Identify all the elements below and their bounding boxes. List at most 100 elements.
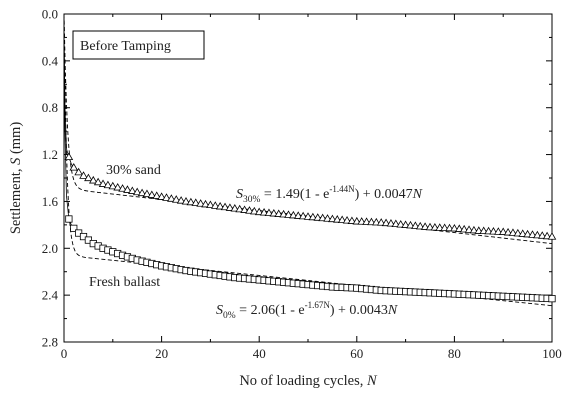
- triangle-marker: [230, 204, 240, 212]
- y-tick-label: 1.6: [42, 194, 59, 209]
- eq-sand-var: N: [412, 187, 423, 202]
- triangle-marker: [533, 230, 542, 239]
- triangle-marker: [518, 229, 528, 237]
- eq-ballast-tail: ) + 0.0043: [330, 303, 388, 318]
- eq-ballast-var: N: [387, 303, 398, 318]
- x-axis-title-var: N: [366, 373, 378, 389]
- y-axis-title-unit: (mm): [8, 122, 24, 158]
- triangle-marker: [508, 228, 518, 236]
- triangle-marker: [132, 187, 142, 196]
- triangle-marker: [401, 220, 410, 228]
- eq-ballast-body: = 2.06(1 - e: [236, 303, 305, 318]
- square-marker: [70, 224, 78, 232]
- triangle-marker: [528, 230, 537, 238]
- triangle-marker: [523, 229, 532, 238]
- triangle-marker: [445, 223, 454, 232]
- triangle-marker: [420, 222, 430, 230]
- triangle-marker: [69, 163, 79, 171]
- triangle-marker: [284, 210, 293, 218]
- triangle-marker: [210, 201, 220, 209]
- triangle-marker: [435, 223, 445, 231]
- x-axis-title: No of loading cycles, N: [239, 373, 378, 389]
- eq-ballast-subscript: 0%: [223, 311, 236, 321]
- triangle-marker: [79, 171, 88, 179]
- triangle-marker: [484, 226, 493, 235]
- triangle-marker: [167, 194, 176, 202]
- square-marker: [548, 295, 556, 303]
- triangle-marker: [88, 175, 98, 184]
- triangle-marker: [142, 189, 152, 198]
- triangle-marker: [425, 222, 435, 231]
- triangle-marker: [498, 227, 508, 235]
- triangle-marker: [181, 197, 191, 205]
- x-tick-label: 80: [448, 346, 461, 361]
- triangle-marker: [362, 217, 371, 225]
- triangle-marker: [547, 232, 557, 240]
- triangle-marker: [318, 213, 327, 222]
- triangle-marker: [191, 198, 201, 206]
- y-tick-label: 2.4: [42, 288, 59, 303]
- triangle-marker: [313, 213, 323, 221]
- triangle-marker: [113, 182, 122, 191]
- triangle-marker: [279, 209, 288, 218]
- x-tick-label: 40: [253, 346, 266, 361]
- triangle-marker: [298, 211, 308, 220]
- triangle-marker: [103, 180, 113, 189]
- x-tick-label: 20: [155, 346, 168, 361]
- eq-sand-exponent: -1.44N: [329, 184, 355, 194]
- triangle-marker: [118, 184, 127, 192]
- triangle-marker: [494, 227, 503, 235]
- triangle-marker: [84, 173, 93, 182]
- x-tick-label: 100: [542, 346, 562, 361]
- triangle-marker: [108, 181, 118, 190]
- triangle-marker: [128, 186, 137, 194]
- y-axis-title-text: Settlement,: [8, 165, 24, 234]
- triangle-marker: [542, 231, 552, 240]
- triangle-marker: [450, 223, 459, 232]
- triangle-marker: [342, 215, 352, 224]
- triangle-marker: [337, 215, 347, 224]
- triangle-marker: [459, 224, 469, 233]
- y-tick-label: 2.8: [42, 335, 58, 350]
- sand-series-label: 30% sand: [106, 163, 161, 178]
- triangle-marker: [93, 177, 103, 186]
- triangle-marker: [186, 197, 196, 206]
- triangle-marker: [220, 202, 230, 211]
- x-axis-title-text: No of loading cycles,: [239, 373, 367, 389]
- triangle-marker: [347, 216, 357, 224]
- triangle-marker: [235, 204, 244, 213]
- x-tick-label: 0: [61, 346, 68, 361]
- triangle-marker: [303, 212, 313, 220]
- triangle-marker: [430, 223, 440, 231]
- triangle-marker: [440, 223, 449, 232]
- before-tamping-label: Before Tamping: [80, 39, 171, 54]
- y-tick-label: 0.4: [42, 53, 59, 68]
- triangle-marker: [201, 199, 210, 208]
- eq-ballast-symbol: S: [216, 303, 223, 318]
- triangle-marker: [489, 227, 498, 235]
- triangle-marker: [74, 167, 83, 176]
- triangle-marker: [269, 208, 279, 217]
- triangle-marker: [171, 195, 181, 203]
- ballast-fit-equation: S0% = 2.06(1 - e-1.67N) + 0.0043N: [216, 300, 398, 321]
- triangle-marker: [225, 203, 235, 211]
- triangle-marker: [152, 191, 162, 199]
- fit-curve: [63, 13, 553, 245]
- y-axis-title-var: S: [8, 157, 24, 165]
- triangle-marker: [259, 208, 269, 216]
- triangle-marker: [293, 211, 303, 219]
- triangle-marker: [415, 221, 425, 230]
- triangle-marker: [162, 193, 171, 201]
- x-tick-label: 60: [350, 346, 363, 361]
- triangle-marker: [289, 210, 298, 219]
- triangle-marker: [157, 192, 166, 200]
- triangle-marker: [332, 215, 342, 223]
- triangle-marker: [406, 220, 415, 229]
- triangle-marker: [176, 196, 186, 204]
- triangle-marker: [123, 185, 132, 193]
- square-marker: [65, 215, 73, 223]
- triangle-marker: [372, 217, 381, 226]
- axis-ticks: 0 20 40 60 80 100 0.0 0.4 0.8 1.2 1.6 2.0 2.4 2.8: [42, 7, 562, 362]
- triangle-marker: [64, 152, 74, 161]
